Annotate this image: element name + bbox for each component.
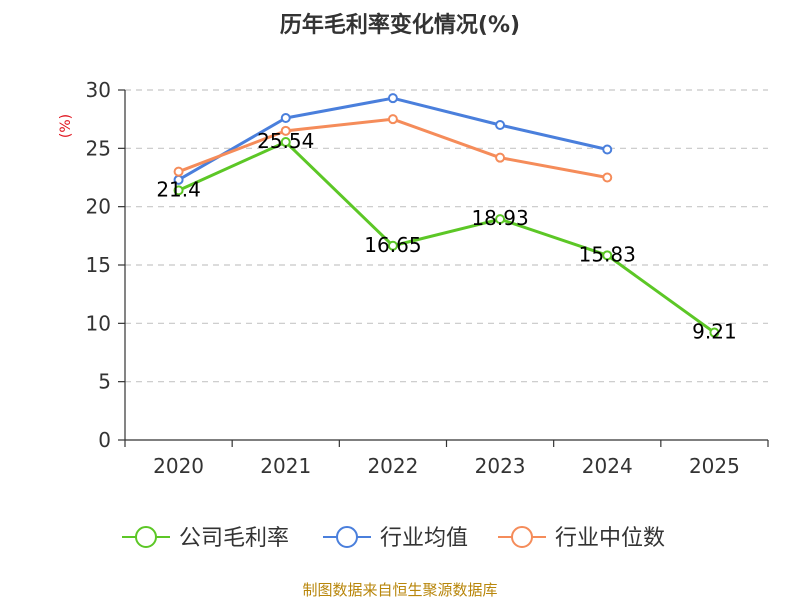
- series-line: [177, 96, 608, 182]
- data-point: [173, 166, 184, 177]
- legend-marker: [511, 526, 533, 548]
- data-point: [495, 120, 506, 130]
- data-point: [602, 172, 613, 183]
- data-point: [387, 240, 398, 251]
- data-point: [280, 137, 291, 148]
- y-tick-label: 25: [86, 136, 111, 160]
- x-tick-label: 2020: [153, 454, 204, 478]
- x-tick-label: 2025: [689, 454, 740, 478]
- data-labels: 21.4 25.54 16.65 18.93 15.83 9.21: [156, 129, 736, 344]
- data-label: 9.21: [692, 320, 737, 344]
- grid-lines: [125, 89, 768, 383]
- legend-label: 公司毛利率: [179, 526, 289, 551]
- y-tick-label: 30: [86, 78, 111, 102]
- x-tick-label: 2022: [367, 454, 418, 478]
- legend-marker: [336, 526, 358, 548]
- data-label: 16.65: [364, 233, 421, 257]
- data-label: 21.4: [156, 177, 201, 201]
- data-point: [602, 144, 613, 155]
- y-tick-label: 0: [98, 428, 111, 452]
- data-label: 15.83: [579, 242, 636, 266]
- legend-label: 行业中位数: [555, 526, 665, 551]
- chart-title: 历年毛利率变化情况(%): [280, 12, 520, 38]
- data-point: [495, 214, 506, 225]
- x-tick-label: 2024: [582, 454, 633, 478]
- legend: 公司毛利率 行业均值 行业中位数: [122, 526, 665, 551]
- x-tick-label: 2021: [260, 454, 311, 478]
- y-tick-label: 15: [86, 253, 111, 277]
- data-point: [173, 185, 184, 196]
- series-line: [177, 140, 716, 334]
- data-point: [387, 93, 398, 104]
- series-layer: [173, 93, 720, 338]
- source-note: 制图数据来自恒生聚源数据库: [302, 581, 497, 599]
- y-tick-label: 5: [98, 370, 111, 394]
- y-tick-label: 10: [86, 311, 111, 335]
- legend-label: 行业均值: [380, 526, 468, 551]
- data-point: [387, 114, 398, 125]
- y-tick-label: 20: [86, 195, 111, 219]
- data-point: [280, 113, 291, 123]
- x-tick-label: 2023: [475, 454, 526, 478]
- data-label: 25.54: [257, 129, 314, 153]
- data-point: [709, 327, 720, 338]
- legend-marker: [135, 526, 157, 548]
- data-label: 18.93: [471, 206, 528, 230]
- data-point: [280, 125, 291, 136]
- y-axis-unit-label: (%): [58, 114, 74, 138]
- data-point: [602, 250, 613, 261]
- data-point: [495, 152, 506, 163]
